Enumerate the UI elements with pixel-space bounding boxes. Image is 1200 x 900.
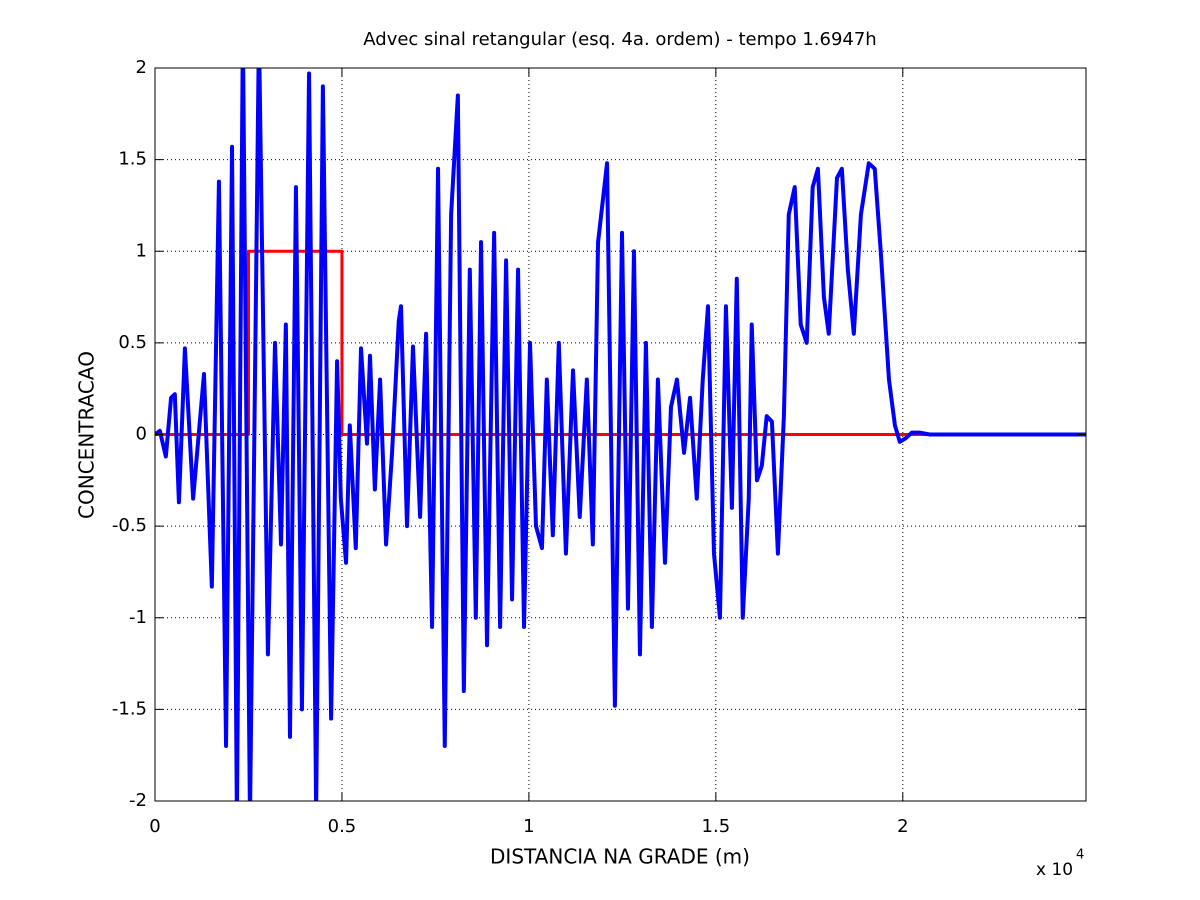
y-tick-label: -1.5: [112, 698, 147, 719]
x-tick-label: 1: [523, 816, 534, 837]
lines: [155, 68, 1086, 801]
y-axis-label: CONCENTRACAO: [75, 351, 99, 519]
y-tick-label: 1: [136, 240, 147, 261]
ticks: 0 0.5 1 1.5 2 -2 -1.5 -1 -0.5 0 0.5 1 1.5 2: [112, 57, 1086, 837]
x-tick-label: 0.5: [328, 816, 357, 837]
x-tick-label: 2: [897, 816, 908, 837]
y-tick-label: 0.5: [118, 332, 147, 353]
x-tick-label: 0: [149, 816, 160, 837]
y-tick-label: -1: [129, 607, 147, 628]
y-tick-label: 2: [136, 57, 147, 78]
chart-title: Advec sinal retangular (esq. 4a. ordem) …: [363, 29, 876, 50]
y-tick-label: -2: [129, 790, 147, 811]
x-multiplier-exponent: 4: [1076, 848, 1084, 863]
y-tick-label: 1.5: [118, 149, 147, 170]
x-multiplier: x 10: [1036, 860, 1073, 880]
y-tick-label: -0.5: [112, 515, 147, 536]
x-tick-label: 1.5: [702, 816, 731, 837]
data-line: [155, 68, 1086, 801]
x-axis-label: DISTANCIA NA GRADE (m): [490, 845, 750, 869]
y-tick-label: 0: [136, 424, 147, 445]
